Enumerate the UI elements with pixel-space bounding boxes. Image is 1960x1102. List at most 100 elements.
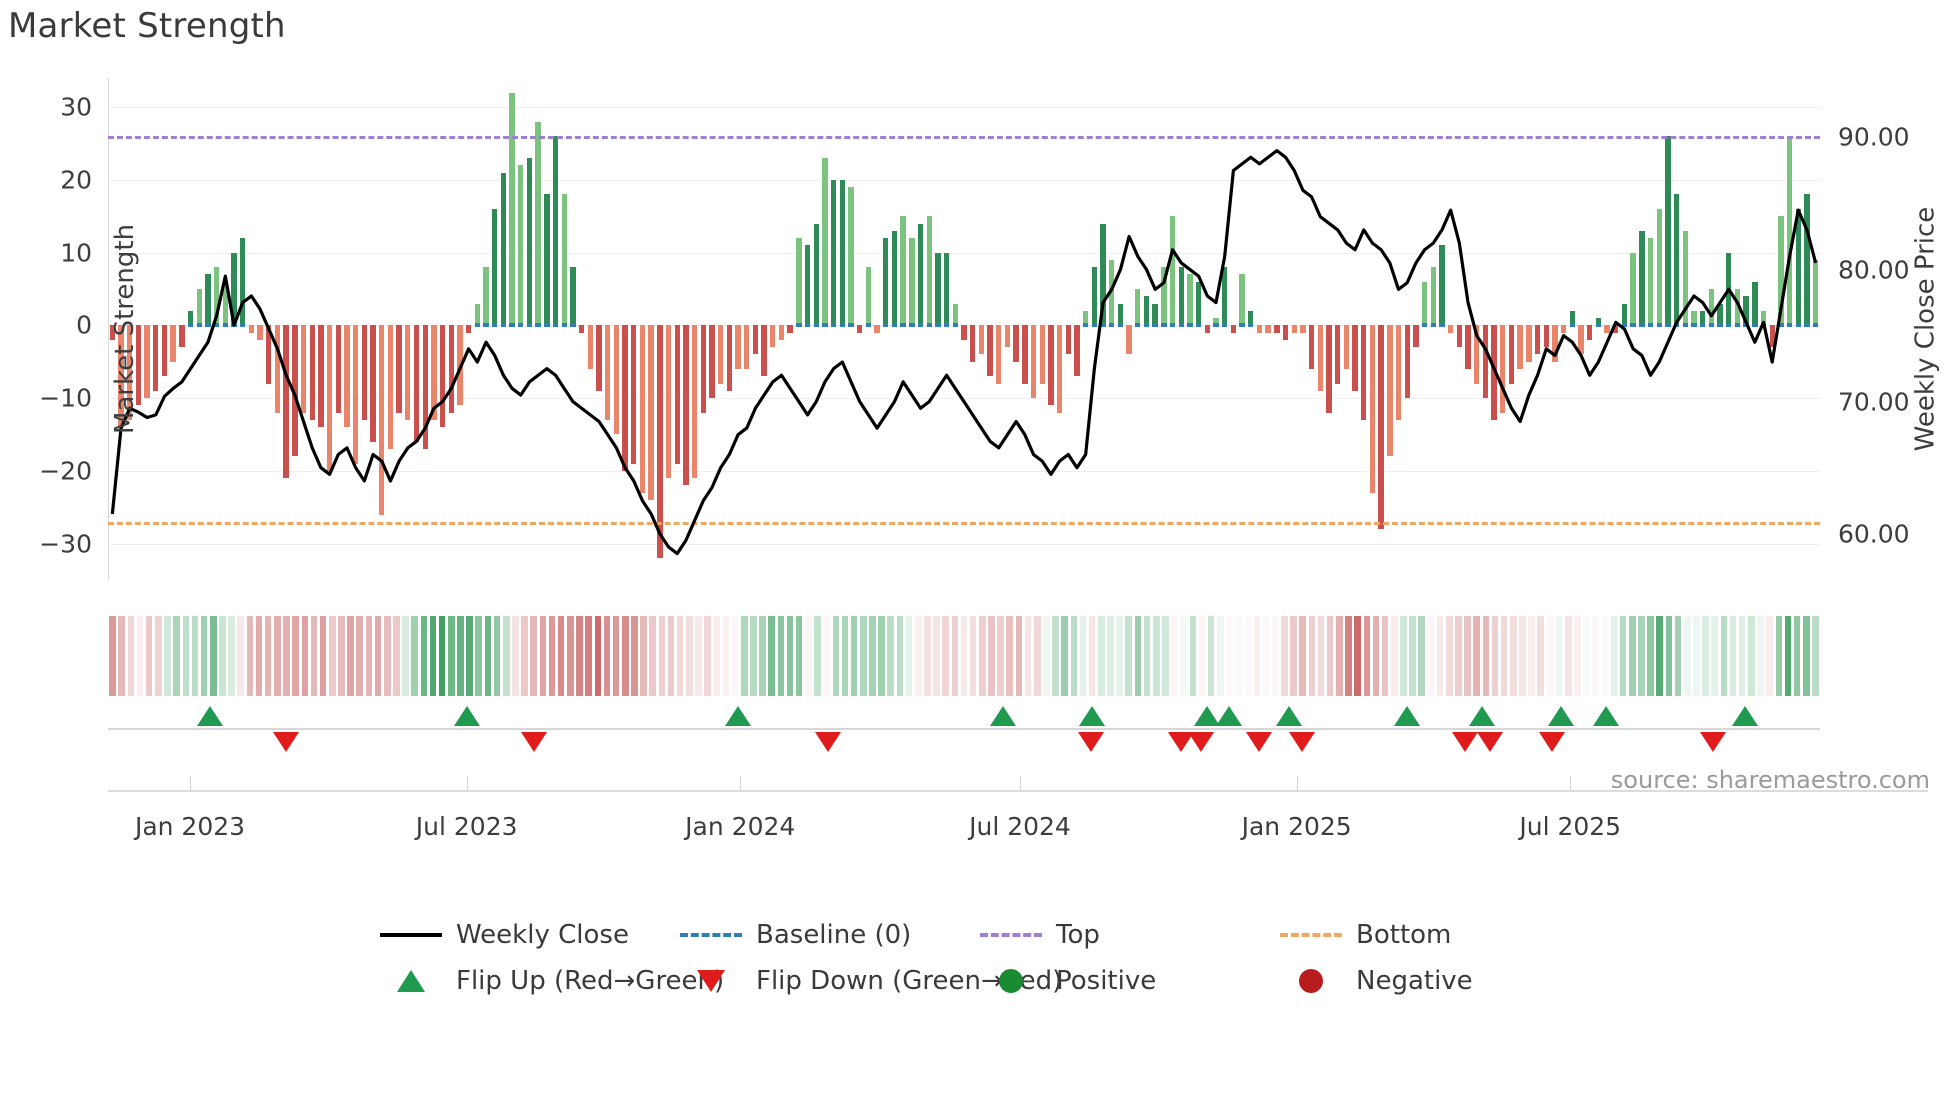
bar [552, 136, 559, 326]
heatmap-cell [1290, 616, 1297, 696]
legend-item[interactable]: Weekly Close [380, 920, 680, 950]
baseline-marker [926, 323, 932, 328]
legend-item[interactable]: Positive [980, 966, 1280, 996]
bar [179, 325, 185, 348]
bar [1300, 325, 1306, 333]
legend-item[interactable]: Top [980, 920, 1280, 950]
bar [405, 325, 411, 420]
baseline-marker [839, 323, 846, 328]
flip-up-marker [1547, 706, 1574, 726]
legend-item[interactable]: Flip Up (Red→Green) [380, 966, 724, 996]
heatmap-cell [887, 616, 895, 696]
heatmap-cell [246, 616, 254, 696]
baseline-marker [952, 323, 958, 328]
bar [883, 238, 889, 326]
baseline-marker [813, 323, 819, 328]
bar [144, 325, 150, 399]
baseline-marker [1152, 323, 1158, 328]
heatmap-cell [1528, 616, 1535, 696]
heatmap-cell [200, 616, 208, 696]
bar [1135, 288, 1141, 326]
baseline-marker [1421, 323, 1428, 328]
bar [1195, 281, 1202, 326]
bar [248, 325, 255, 333]
bar [518, 165, 524, 326]
heatmap-cell [457, 616, 464, 696]
bar [483, 267, 489, 326]
heatmap-cell [1006, 616, 1014, 696]
heatmap-cell [988, 616, 995, 696]
heatmap-cell [768, 616, 776, 696]
flip-axis-line [108, 728, 1820, 730]
bar [1109, 259, 1115, 326]
bar [1230, 325, 1237, 333]
heatmap-cell [502, 616, 510, 696]
bar [1760, 310, 1767, 326]
bar [961, 325, 967, 340]
flip-up-marker [197, 706, 224, 726]
bar [561, 194, 567, 326]
baseline-marker [943, 323, 950, 328]
triangle-down-icon [697, 970, 725, 992]
bar [361, 325, 368, 420]
flip-down-marker [521, 732, 548, 752]
bar [1343, 325, 1350, 369]
heatmap-cell [1116, 616, 1123, 696]
flip-down-marker [1289, 732, 1316, 752]
legend-item[interactable]: Flip Down (Green→Red) [680, 966, 1062, 996]
baseline-marker [1569, 323, 1575, 328]
bar [1578, 325, 1584, 355]
heatmap-cell [1702, 616, 1709, 696]
heatmap-cell [1308, 616, 1316, 696]
bar [439, 325, 446, 428]
heatmap-cell [795, 616, 803, 696]
heatmap-cell [237, 616, 245, 696]
x-tick-mark [190, 776, 191, 790]
bar [1769, 325, 1775, 348]
bar [778, 325, 785, 340]
heatmap-cell [1601, 616, 1609, 696]
plot-frame [108, 78, 1820, 580]
heatmap-cell [228, 616, 235, 696]
legend-item[interactable]: Bottom [1280, 920, 1580, 950]
baseline-marker [500, 323, 507, 328]
heatmap-cell [594, 616, 602, 696]
bar [153, 325, 159, 391]
bar [422, 325, 428, 450]
heatmap-cell [1455, 616, 1462, 696]
baseline-marker [900, 323, 906, 328]
heatmap-cell [1345, 616, 1352, 696]
heatmap-cell [1546, 616, 1554, 696]
heatmap-cell [914, 616, 922, 696]
bar [1048, 325, 1054, 406]
bar [1117, 303, 1124, 326]
bar [240, 238, 246, 326]
legend-item[interactable]: Negative [1280, 966, 1580, 996]
heatmap-cell [173, 616, 180, 696]
heatmap-cell [1244, 616, 1252, 696]
bar [1517, 325, 1523, 369]
bar [622, 325, 628, 471]
heatmap-cell [631, 616, 638, 696]
bar [674, 325, 680, 464]
baseline-marker [848, 323, 854, 328]
heatmap-cell [1610, 616, 1618, 696]
bar [570, 267, 576, 326]
heatmap-cell [1226, 616, 1233, 696]
heatmap-cell [1052, 616, 1059, 696]
bar [587, 325, 593, 369]
bar [1656, 208, 1662, 326]
heatmap-cell [667, 616, 675, 696]
bar [665, 325, 672, 479]
heatmap-cell [905, 616, 913, 696]
legend-item[interactable]: Baseline (0) [680, 920, 980, 950]
bar [1352, 325, 1358, 391]
flip-down-marker [1078, 732, 1105, 752]
baseline-marker [518, 323, 524, 328]
heatmap-cell [1198, 616, 1206, 696]
bar [1282, 325, 1289, 340]
x-tick-label: Jan 2023 [134, 812, 246, 841]
flip-up-marker [1593, 706, 1620, 726]
heatmap-cell [676, 616, 684, 696]
heatmap-cell [1473, 616, 1480, 696]
